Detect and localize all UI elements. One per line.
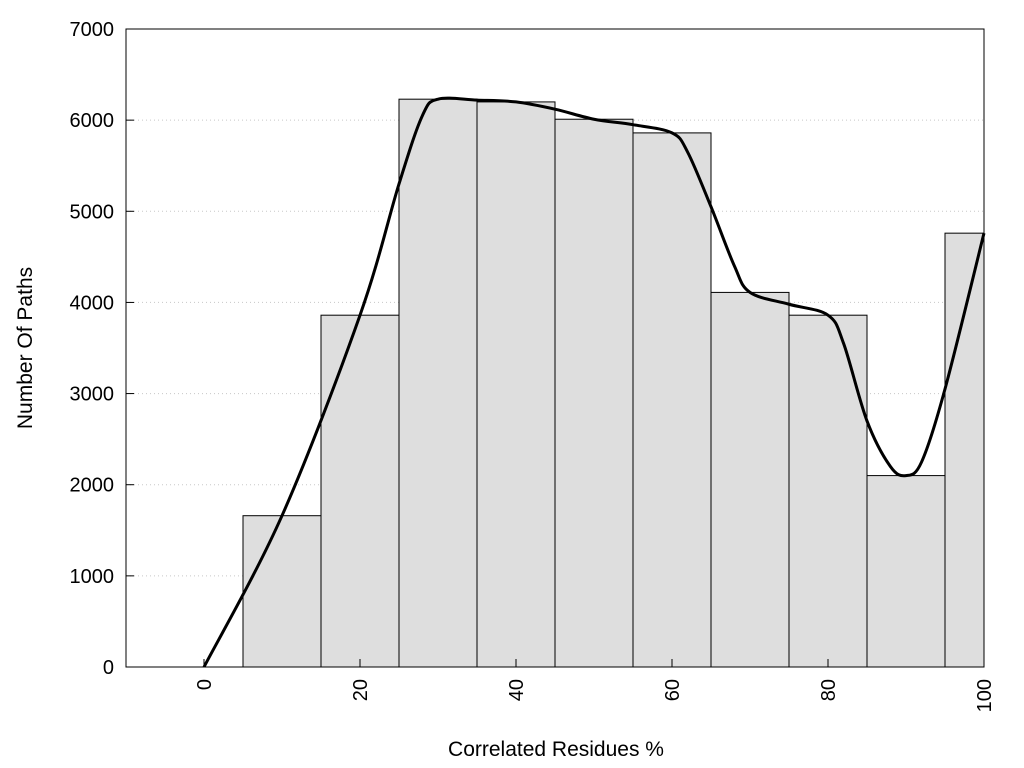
x-axis: 0 20 40 60 80 100 <box>194 659 996 712</box>
bar <box>788 314 868 668</box>
bar <box>398 98 478 668</box>
bars <box>242 98 985 668</box>
trend-curve <box>202 96 986 668</box>
x-tick-label: 100 <box>974 679 996 712</box>
bar <box>632 132 712 668</box>
bar <box>866 475 946 668</box>
x-axis-title: Correlated Residues % <box>448 738 664 761</box>
bar <box>710 291 790 668</box>
y-tick-label: 0 <box>103 657 114 679</box>
x-tick-label: 0 <box>194 679 216 690</box>
y-tick-label: 3000 <box>70 384 115 406</box>
bar <box>476 101 556 668</box>
y-axis-title: Number Of Paths <box>14 267 37 429</box>
plot-frame <box>125 28 985 668</box>
x-tick-label: 80 <box>818 679 840 701</box>
y-tick-label: 4000 <box>70 292 115 314</box>
y-tick-label: 7000 <box>70 19 115 41</box>
y-tick-label: 5000 <box>70 201 115 223</box>
x-tick-label: 20 <box>350 679 372 701</box>
bar <box>944 232 985 668</box>
y-tick-label: 1000 <box>70 566 115 588</box>
y-tick-label: 2000 <box>70 475 115 497</box>
y-axis: 0 1000 2000 3000 4000 5000 6000 7000 <box>70 19 134 679</box>
bar <box>554 118 634 668</box>
bar <box>320 314 400 668</box>
x-tick-label: 60 <box>662 679 684 701</box>
y-tick-label: 6000 <box>70 110 115 132</box>
x-tick-label: 40 <box>506 679 528 701</box>
bar <box>242 515 322 668</box>
